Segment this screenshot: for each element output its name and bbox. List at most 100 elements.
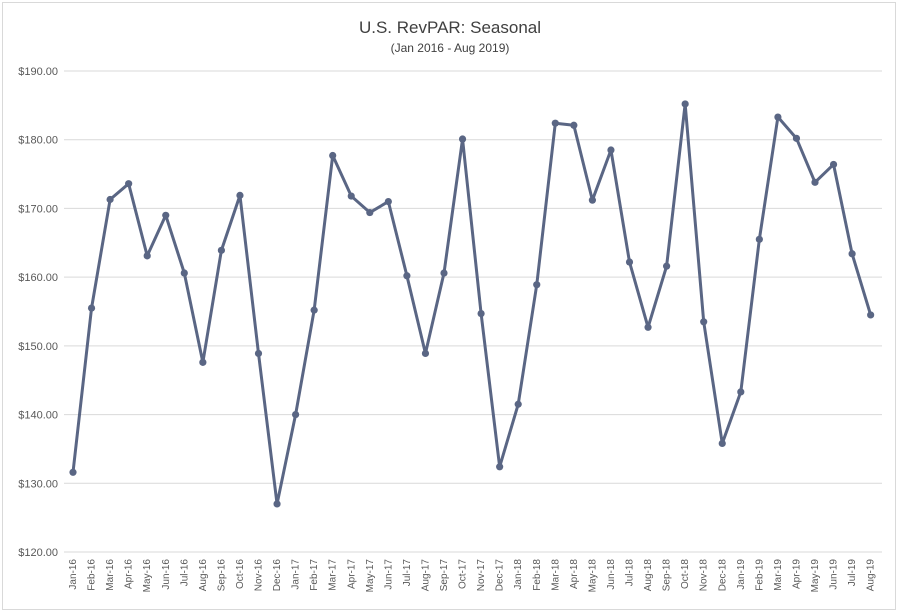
y-tick-label: $190.00 xyxy=(18,66,58,78)
y-tick-label: $140.00 xyxy=(18,410,58,422)
x-axis-tick-labels: Jan-16 Feb-16 Mar-16 Apr-16 May-16 Jun-16 Jul-… xyxy=(68,559,877,593)
x-tick-label: Aug-16 xyxy=(198,559,209,592)
data-point xyxy=(403,272,411,280)
y-tick-label: $170.00 xyxy=(18,203,58,215)
y-tick-label: $130.00 xyxy=(18,478,58,490)
x-tick-label: Jun-16 xyxy=(161,559,172,590)
data-point xyxy=(143,252,151,260)
x-tick-label: Sep-16 xyxy=(216,559,227,592)
data-point xyxy=(87,304,96,312)
x-tick-label: Apr-19 xyxy=(791,559,802,589)
series-line xyxy=(71,102,873,506)
data-point xyxy=(162,211,170,219)
x-tick-label: Feb-16 xyxy=(87,559,98,591)
data-point xyxy=(273,500,281,508)
data-point xyxy=(718,439,726,448)
x-tick-label: Aug-19 xyxy=(866,559,877,592)
data-point xyxy=(440,269,448,277)
data-point xyxy=(737,388,745,396)
x-tick-label: Jul-16 xyxy=(179,559,190,587)
data-point xyxy=(347,192,355,200)
data-point xyxy=(514,400,522,408)
data-point xyxy=(125,180,133,188)
data-point xyxy=(69,468,77,476)
x-tick-label: Nov-17 xyxy=(476,559,487,592)
x-tick-label: Dec-18 xyxy=(717,559,728,592)
x-tick-label: Sep-18 xyxy=(662,559,673,592)
data-point xyxy=(663,262,671,270)
series-revpar xyxy=(69,100,875,508)
data-point xyxy=(496,463,504,471)
data-point xyxy=(792,134,801,142)
x-tick-label: Aug-17 xyxy=(420,559,431,592)
x-tick-label: Jun-19 xyxy=(829,559,840,590)
data-point xyxy=(384,197,392,206)
x-tick-label: Feb-18 xyxy=(532,559,543,591)
x-tick-label: Oct-17 xyxy=(458,559,469,589)
x-tick-label: Jan-17 xyxy=(291,559,302,590)
data-point xyxy=(700,318,708,326)
x-tick-label: May-16 xyxy=(142,559,153,593)
x-tick-label: May-17 xyxy=(365,559,376,593)
data-point xyxy=(236,191,244,199)
x-tick-label: Feb-19 xyxy=(754,559,765,591)
data-point xyxy=(254,349,263,358)
data-point xyxy=(625,258,634,266)
x-tick-label: Nov-16 xyxy=(254,559,265,592)
data-point xyxy=(551,119,559,127)
data-point xyxy=(310,306,318,314)
chart-subtitle: (Jan 2016 - Aug 2019) xyxy=(390,41,510,55)
data-point xyxy=(867,311,875,319)
data-point xyxy=(106,195,114,204)
data-point xyxy=(329,151,337,160)
data-point xyxy=(588,196,597,204)
data-point xyxy=(533,281,541,289)
chart-title: U.S. RevPAR: Seasonal xyxy=(358,18,542,37)
x-tick-label: Sep-17 xyxy=(439,559,450,592)
data-point xyxy=(199,358,207,366)
x-tick-label: Oct-16 xyxy=(235,559,246,589)
gridlines xyxy=(64,70,882,553)
x-tick-label: May-18 xyxy=(587,559,598,593)
y-tick-label: $180.00 xyxy=(18,135,58,147)
data-point xyxy=(421,349,430,358)
x-tick-label: Jul-17 xyxy=(402,559,413,587)
data-point xyxy=(180,269,188,277)
x-tick-label: Feb-17 xyxy=(309,559,320,591)
data-point xyxy=(570,121,578,129)
x-tick-label: Oct-18 xyxy=(680,559,691,589)
data-point xyxy=(292,410,300,419)
x-tick-label: Jan-19 xyxy=(736,559,747,590)
x-tick-label: May-19 xyxy=(810,559,821,593)
data-point xyxy=(829,160,838,169)
data-point xyxy=(458,135,467,143)
data-point xyxy=(644,323,652,331)
x-tick-label: Jun-17 xyxy=(383,559,394,590)
data-point xyxy=(607,146,615,154)
x-tick-label: Dec-16 xyxy=(272,559,283,592)
data-point xyxy=(755,235,763,243)
data-point xyxy=(681,100,689,108)
x-tick-label: Nov-18 xyxy=(699,559,710,592)
x-tick-label: Jul-19 xyxy=(847,559,858,587)
y-axis-tick-labels: $120.00 $130.00 $140.00 $150.00 $160.00 $170.… xyxy=(18,66,58,559)
x-tick-label: Apr-17 xyxy=(346,559,357,589)
x-tick-label: Dec-17 xyxy=(495,559,506,592)
data-point xyxy=(366,208,374,217)
x-tick-label: Mar-16 xyxy=(105,559,116,591)
x-tick-label: Aug-18 xyxy=(643,559,654,592)
data-point xyxy=(811,178,819,186)
data-point xyxy=(477,309,485,318)
y-tick-label: $120.00 xyxy=(18,547,58,559)
x-tick-label: Jul-18 xyxy=(625,559,636,587)
data-point xyxy=(774,113,782,121)
x-tick-label: Mar-17 xyxy=(328,559,339,591)
x-tick-label: Apr-16 xyxy=(124,559,135,589)
x-tick-label: Apr-18 xyxy=(569,559,580,589)
data-point xyxy=(217,246,225,254)
x-tick-label: Mar-18 xyxy=(550,559,561,591)
x-tick-label: Jan-18 xyxy=(513,559,524,590)
y-tick-label: $160.00 xyxy=(18,272,58,284)
